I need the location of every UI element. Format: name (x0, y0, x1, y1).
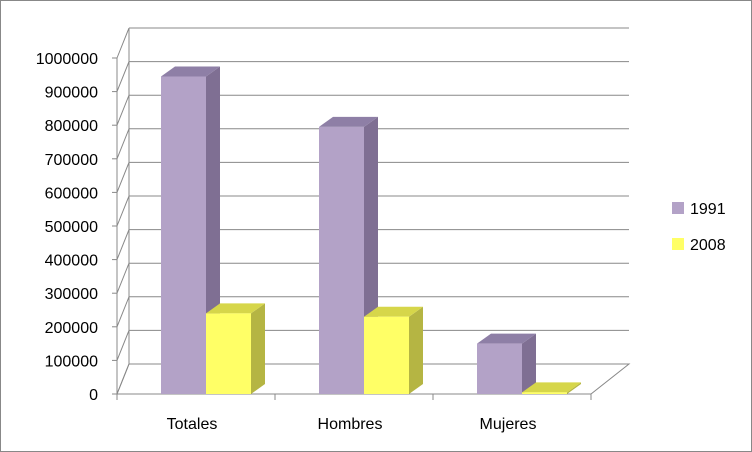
y-tick-label: 900000 (45, 85, 98, 102)
gridline-diagonal (116, 330, 130, 361)
bar-top (522, 382, 581, 393)
bar-side (567, 382, 581, 394)
y-tick-label: 100000 (45, 353, 98, 370)
bar (206, 303, 265, 394)
gridline-diagonal (116, 128, 130, 159)
bar-front (364, 316, 409, 394)
gridline-diagonal (116, 229, 130, 260)
bar-top (319, 116, 378, 127)
bar (364, 306, 423, 394)
bar (477, 333, 536, 394)
y-tick-label: 400000 (45, 253, 98, 270)
gridline-diagonal (116, 61, 130, 92)
legend-label: 2008 (690, 237, 726, 254)
x-category-label: Hombres (318, 416, 383, 433)
y-tick-label: 700000 (45, 152, 98, 169)
y-tick-label: 0 (89, 387, 98, 404)
legend-swatch (672, 202, 684, 214)
x-category-labels: Totales Hombres Mujeres (167, 416, 537, 433)
bar-side (251, 303, 265, 394)
y-tick-label: 600000 (45, 185, 98, 202)
bar (522, 382, 581, 394)
x-category-label: Mujeres (480, 416, 537, 433)
y-tick-label: 500000 (45, 219, 98, 236)
bar-front (206, 313, 251, 394)
bar-front (319, 126, 364, 394)
y-tick-labels: 0 100000 200000 300000 400000 500000 600000 700… (36, 51, 98, 404)
gridline-diagonal (116, 195, 130, 227)
bars (161, 66, 581, 394)
bar-top (161, 66, 220, 77)
y-tick-label: 800000 (45, 118, 98, 135)
y-tick-label: 1000000 (36, 51, 98, 68)
gridline-diagonal (116, 27, 130, 59)
legend: 1991 2008 (672, 201, 726, 254)
bar-top (477, 333, 536, 344)
legend-swatch (672, 238, 684, 250)
gridline-diagonal (116, 162, 130, 193)
gridline-diagonal (116, 363, 130, 395)
gridline-diagonal (116, 95, 130, 126)
gridline-diagonal (116, 263, 130, 294)
x-category-label: Totales (167, 416, 218, 433)
gridline-diagonal (116, 296, 130, 327)
bar-front (477, 343, 522, 394)
bar-front (161, 76, 206, 394)
legend-label: 1991 (690, 201, 726, 218)
bar-side (522, 333, 536, 394)
bar-side (409, 306, 423, 394)
y-tick-label: 200000 (45, 320, 98, 337)
bar-top (364, 306, 423, 317)
bar-top (206, 303, 265, 314)
y-tick-label: 300000 (45, 286, 98, 303)
bar-front (522, 392, 567, 394)
